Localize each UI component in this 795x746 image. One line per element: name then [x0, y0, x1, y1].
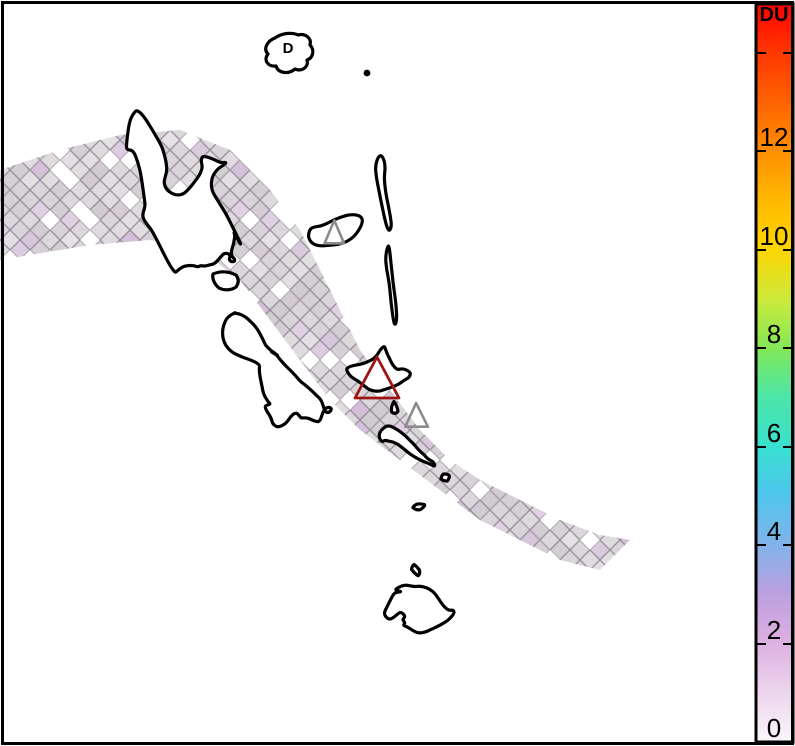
svg-text:8: 8	[767, 319, 781, 349]
svg-text:DU: DU	[760, 4, 789, 26]
svg-text:10: 10	[760, 221, 789, 251]
svg-text:6: 6	[767, 418, 781, 448]
svg-text:2: 2	[767, 615, 781, 645]
svg-text:4: 4	[767, 516, 781, 546]
svg-text:0: 0	[767, 713, 781, 743]
svg-text:D: D	[283, 40, 294, 57]
svg-text:12: 12	[760, 122, 789, 152]
